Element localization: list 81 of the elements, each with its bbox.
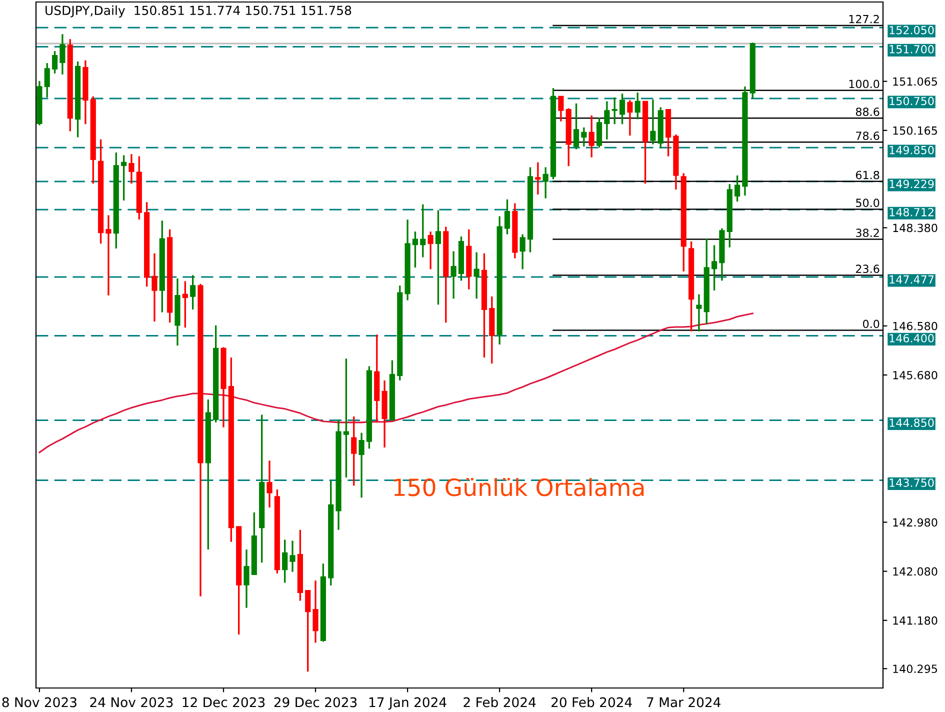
candlestick (535, 161, 541, 196)
candlestick (358, 432, 364, 499)
annotation: 150 Günlük Ortalama (394, 478, 644, 496)
candlestick (520, 233, 526, 270)
y-tick-label: 142.980 (893, 518, 938, 527)
chart-title: USDJPY,Daily 150.851 151.774 150.751 151.758 (46, 5, 352, 18)
annotation: 50.0 (856, 198, 880, 208)
ref-line-label: 150.750 (890, 96, 934, 106)
x-tick-label: 24 Nov 2023 (90, 697, 173, 708)
candlestick (244, 548, 250, 609)
y-tick-label: 151.065 (893, 77, 938, 86)
candlestick (420, 203, 426, 258)
x-tick-label: 12 Dec 2023 (182, 697, 265, 708)
candlestick (128, 153, 134, 184)
candlestick (343, 358, 349, 478)
ref-line-label: 144.850 (890, 418, 934, 427)
candlestick (190, 274, 196, 310)
candlestick (696, 293, 702, 332)
x-tick-label: 17 Jan 2024 (369, 697, 446, 710)
y-tick-label: 150.165 (893, 126, 938, 135)
candlestick (711, 244, 718, 292)
y-tick-label: 145.680 (893, 370, 938, 380)
candlestick (596, 116, 602, 148)
candlestick (612, 96, 618, 125)
y-tick-label: 146.580 (893, 322, 938, 330)
candlestick (60, 33, 66, 76)
annotation: 78.6 (856, 132, 880, 140)
x-tick-label: 2 Feb 2024 (464, 697, 536, 708)
x-tick-label: 7 Mar 2024 (647, 697, 721, 708)
candlestick (573, 102, 580, 150)
candlestick (581, 126, 587, 148)
candlestick (152, 252, 158, 322)
candlestick (106, 214, 112, 296)
ref-line-label: 151.700 (890, 45, 934, 54)
candlestick (435, 209, 442, 306)
ref-line-label: 146.400 (890, 334, 934, 342)
annotation: 38.2 (856, 228, 879, 238)
candlestick (312, 580, 318, 644)
annotation: 0.0 (862, 320, 880, 328)
candlestick (428, 230, 434, 270)
candlestick (627, 99, 633, 136)
candlestick (52, 50, 58, 74)
candlestick (290, 540, 296, 573)
annotation: 88.6 (856, 108, 880, 116)
candlestick (588, 114, 594, 158)
candlestick (182, 280, 188, 328)
candlestick (266, 460, 272, 508)
candlestick (558, 96, 564, 122)
ref-line-label: 152.050 (890, 26, 934, 34)
candlestick (351, 416, 357, 487)
y-tick-label: 148.380 (893, 224, 938, 232)
candlestick (44, 62, 50, 98)
ref-line-label: 143.750 (890, 478, 934, 487)
y-tick-label: 140.295 (893, 664, 938, 674)
candlestick (619, 92, 626, 125)
ref-line-label: 148.712 (890, 208, 934, 216)
annotation: 61.8 (856, 170, 880, 180)
ref-line-label: 147.477 (890, 275, 934, 284)
ref-line-label: 149.229 (890, 180, 934, 188)
annotation: 127.2 (849, 14, 879, 24)
candlestick (634, 92, 640, 120)
annotation: 100.0 (849, 80, 880, 88)
candlestick (650, 98, 656, 146)
annotation: 23.6 (856, 264, 880, 274)
x-tick-label: 29 Dec 2023 (274, 697, 357, 708)
candlestick (504, 198, 510, 236)
y-tick-label: 141.180 (893, 616, 938, 625)
candlestick (121, 154, 127, 202)
y-tick-label: 142.080 (893, 567, 938, 576)
candlestick (734, 174, 740, 202)
candlestick (450, 250, 456, 300)
x-tick-label: 20 Feb 2024 (552, 697, 632, 708)
candlestick (474, 251, 480, 300)
candlestick (282, 538, 288, 584)
candlestick (604, 100, 610, 140)
line-series (38, 312, 754, 454)
candlestick (542, 166, 548, 200)
candlestick (412, 230, 418, 268)
x-tick-label: 8 Nov 2023 (2, 697, 76, 708)
ref-line-label: 149.850 (890, 146, 934, 154)
candlestick (305, 590, 311, 672)
